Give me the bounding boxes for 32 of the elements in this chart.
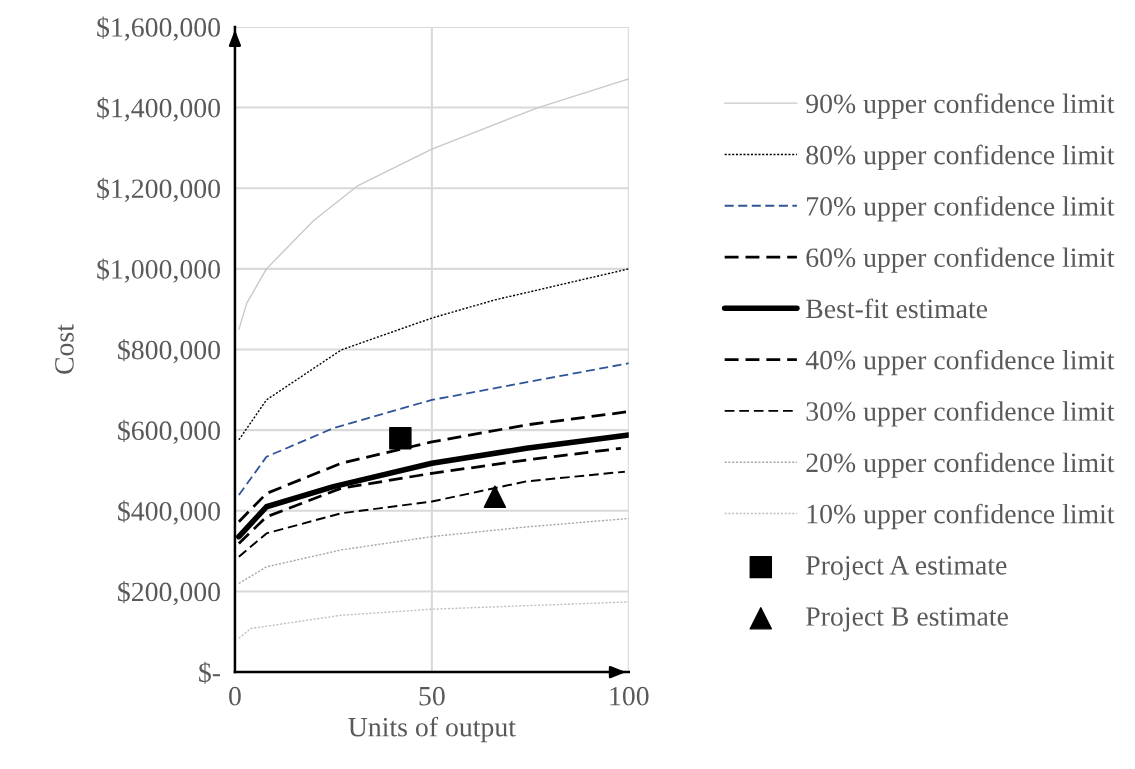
- y-tick-label: $600,000: [118, 419, 220, 445]
- x-tick-label: 0: [229, 686, 241, 706]
- legend-label: Best-fit estimate: [806, 298, 988, 319]
- y-tick-label: $1,000,000: [97, 258, 220, 283]
- x-tick-label: 50: [419, 686, 445, 706]
- line-series: [237, 470, 626, 558]
- line-series: [238, 517, 629, 585]
- legend-label: Project A estimate: [806, 556, 1007, 581]
- legend-label: 80% upper confidence limit: [806, 144, 1115, 171]
- line-series: [237, 362, 629, 496]
- legend-label: 10% upper confidence limit: [807, 503, 1115, 530]
- y-tick-label: $1,600,000: [97, 16, 220, 41]
- legend-label: 40% upper confidence limit: [805, 349, 1115, 376]
- legend-label: 90% upper confidence limit: [806, 93, 1115, 119]
- y-tick-label: $400,000: [118, 500, 220, 525]
- x-axis-title: Units of output: [348, 716, 516, 743]
- x-tick-label: 100: [610, 686, 649, 706]
- y-tick-label: $1,400,000: [97, 97, 220, 122]
- legend-label: 60% upper confidence limit: [806, 247, 1115, 273]
- line-series: [238, 601, 629, 639]
- legend-label: 20% upper confidence limit: [806, 452, 1115, 478]
- y-axis-title: Cost: [55, 324, 74, 374]
- line-series: [238, 268, 629, 441]
- legend-label: 70% upper confidence limit: [807, 195, 1115, 222]
- line-series: [238, 78, 629, 331]
- y-tick-label: $1,200,000: [97, 177, 220, 203]
- y-tick-label: $-: [199, 661, 221, 684]
- y-tick-label: $800,000: [118, 339, 220, 364]
- y-tick-label: $200,000: [118, 580, 220, 606]
- legend-label: Project B estimate: [806, 607, 1008, 632]
- legend-label: 30% upper confidence limit: [806, 401, 1115, 427]
- line-series: [237, 410, 629, 524]
